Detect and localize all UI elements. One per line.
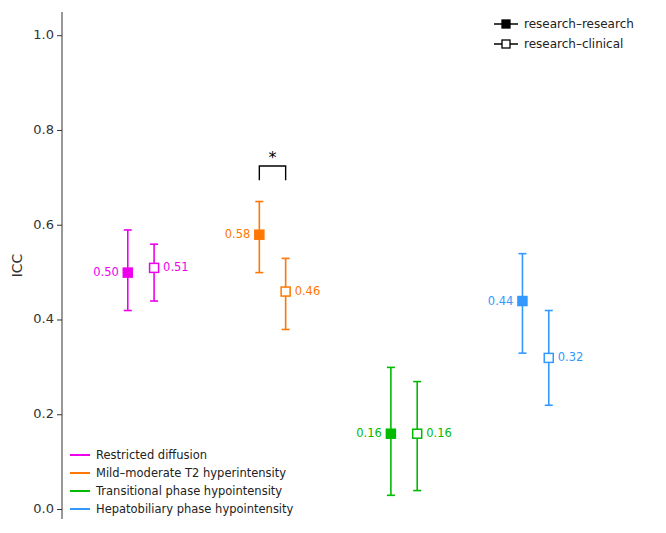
significance-bracket (259, 166, 285, 180)
y-tick (57, 509, 62, 510)
error-bar-cap (124, 229, 132, 231)
y-tick-label: 0.6 (33, 217, 54, 232)
y-tick-label: 0.0 (33, 501, 54, 516)
error-bar (150, 244, 158, 301)
y-tick (57, 35, 62, 36)
y-axis: 0.0 0.2 0.4 0.6 0.8 1.0 (33, 12, 62, 519)
error-bar-cap (282, 329, 290, 331)
legend-item: Hepatobiliary phase hypointensity (70, 502, 294, 516)
error-bar (545, 311, 553, 406)
error-bar-cap (124, 310, 132, 312)
data-label: 0.50 (93, 265, 119, 279)
legend-label: Transitional phase hypointensity (95, 484, 282, 498)
y-tick-label: 0.2 (33, 406, 54, 421)
error-bar-cap (518, 352, 526, 354)
legend-label: Hepatobiliary phase hypointensity (96, 502, 294, 516)
legend-item: Mild–moderate T2 hyperintensity (70, 466, 286, 480)
legend: research–research research–clinical (494, 17, 634, 51)
error-bar-cap (413, 381, 421, 383)
error-bar-cap (282, 258, 290, 260)
data-label: 0.16 (426, 426, 452, 440)
error-bar (124, 230, 132, 311)
point (281, 287, 290, 296)
error-bar (282, 258, 290, 329)
data-label: 0.44 (488, 294, 514, 308)
point (413, 429, 422, 438)
legend-swatch-line (70, 490, 90, 492)
y-tick-label: 0.8 (33, 122, 54, 137)
legend-swatch-marker (502, 40, 510, 48)
error-bar-cap (518, 253, 526, 255)
legend-label: research–clinical (524, 37, 623, 51)
legend-label: Restricted diffusion (96, 448, 207, 462)
chart: 0.00.20.40.60.81.0ICC0.500.580.160.440.5… (0, 0, 666, 533)
legend-label: research–research (524, 17, 634, 31)
error-bar (413, 382, 421, 491)
error-bar-cap (387, 367, 395, 369)
data-label: 0.32 (558, 350, 584, 364)
y-axis-label: ICC (9, 253, 25, 277)
y-tick (57, 319, 62, 320)
error-bar (387, 367, 395, 495)
category-legend: Restricted diffusion Mild–moderate T2 hyp… (70, 448, 294, 516)
error-bar-cap (255, 272, 263, 274)
error-bar (255, 202, 263, 273)
y-tick (57, 130, 62, 131)
error-bar (518, 254, 526, 354)
legend-label: Mild–moderate T2 hyperintensity (96, 466, 286, 480)
error-bar-cap (150, 300, 158, 302)
legend-item: Transitional phase hypointensity (70, 484, 282, 498)
legend-item: Restricted diffusion (70, 448, 207, 462)
point (386, 429, 395, 438)
legend-item: research–research (494, 17, 634, 31)
legend-item: research–clinical (494, 37, 623, 51)
point (255, 230, 264, 239)
point (123, 268, 132, 277)
point (518, 297, 527, 306)
error-bar-cap (413, 490, 421, 492)
point (150, 263, 159, 272)
y-axis-line (62, 12, 63, 519)
error-bar-cap (545, 310, 553, 312)
error-bar-cap (255, 201, 263, 203)
legend-swatch-line (70, 508, 90, 510)
y-tick-label: 0.4 (33, 311, 54, 326)
data-label: 0.46 (295, 284, 321, 298)
data-labels: 0.50 0.58 0.16 0.44 0.51 0.46 0.16 0.32 (93, 227, 583, 440)
error-bar-cap (545, 404, 553, 406)
data-label: 0.58 (225, 227, 251, 241)
point (544, 353, 553, 362)
legend-swatch-marker (502, 20, 510, 28)
data-label: 0.51 (163, 260, 189, 274)
error-bar-cap (387, 495, 395, 497)
legend-swatch-line (70, 454, 90, 456)
y-tick-label: 1.0 (33, 27, 54, 42)
y-tick (57, 414, 62, 415)
data-label: 0.16 (356, 426, 382, 440)
legend-swatch-line (70, 472, 90, 474)
y-tick (57, 225, 62, 226)
annotation: * (268, 148, 276, 167)
error-bar-cap (150, 243, 158, 245)
